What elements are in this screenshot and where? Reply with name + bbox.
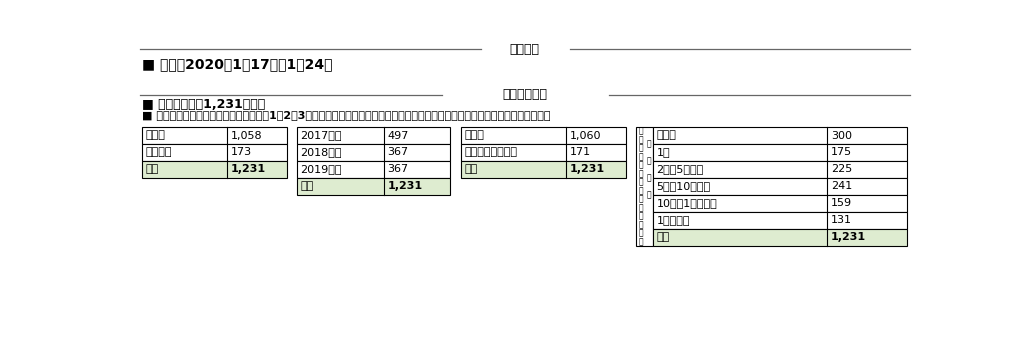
Bar <box>653 161 907 178</box>
Text: 175: 175 <box>830 148 852 157</box>
Bar <box>653 195 907 212</box>
Text: ー: ー <box>639 152 643 161</box>
Text: 1,231: 1,231 <box>231 164 266 174</box>
Text: 総計: 総計 <box>145 164 159 174</box>
Bar <box>461 161 627 178</box>
Text: 最: 最 <box>646 139 651 149</box>
Text: 2019年卒: 2019年卒 <box>300 164 342 174</box>
Text: し: し <box>639 211 643 220</box>
Text: 経: 経 <box>639 194 643 204</box>
Text: 131: 131 <box>830 215 852 225</box>
Text: 367: 367 <box>388 164 409 174</box>
Text: 2日～5日未満: 2日～5日未満 <box>656 164 703 174</box>
Bar <box>653 178 907 195</box>
Text: プ: プ <box>639 186 643 195</box>
Text: シ: シ <box>639 169 643 178</box>
Text: 1,060: 1,060 <box>569 131 601 140</box>
Bar <box>653 127 907 144</box>
Bar <box>297 178 450 195</box>
Text: 1,058: 1,058 <box>231 131 263 140</box>
Text: 会社員: 会社員 <box>464 131 484 140</box>
Text: 10日～1カ月未満: 10日～1カ月未満 <box>656 198 717 208</box>
Text: 1,231: 1,231 <box>830 232 866 242</box>
Text: 未経験: 未経験 <box>656 131 677 140</box>
Text: ■ 本調査条件：大学・大学院卒後、新卒1、2、3年目の会社員・公務員・団体職員（派遣・契約社員、パート・アルバイトを除く）: ■ 本調査条件：大学・大学院卒後、新卒1、2、3年目の会社員・公務員・団体職員（… <box>142 110 551 120</box>
Text: イ: イ <box>639 127 643 136</box>
Text: ン: ン <box>639 135 643 144</box>
Text: 大学院卒: 大学院卒 <box>145 148 172 157</box>
Text: 間: 間 <box>639 237 643 246</box>
Text: 公務員・団体社員: 公務員・団体社員 <box>464 148 517 157</box>
Bar <box>142 161 287 178</box>
Text: 総計: 総計 <box>464 164 477 174</box>
Bar <box>636 127 653 245</box>
Text: 大学卒: 大学卒 <box>145 131 165 140</box>
Bar <box>142 127 287 144</box>
Text: 1カ月以上: 1カ月以上 <box>656 215 690 225</box>
Bar <box>297 144 450 161</box>
Bar <box>653 212 907 229</box>
Text: 5日～10日未満: 5日～10日未満 <box>656 181 711 191</box>
Text: タ: タ <box>639 144 643 153</box>
Text: 241: 241 <box>830 181 852 191</box>
Text: 1,231: 1,231 <box>388 181 423 191</box>
Text: 173: 173 <box>231 148 252 157</box>
Bar <box>461 127 627 144</box>
Bar <box>142 144 287 161</box>
Text: た: た <box>639 220 643 229</box>
Text: く: く <box>646 190 651 199</box>
Text: 総計: 総計 <box>656 232 670 242</box>
Text: 期: 期 <box>639 228 643 237</box>
Text: 300: 300 <box>830 131 852 140</box>
Bar <box>653 144 907 161</box>
Bar <box>297 161 450 178</box>
Text: 調査期間: 調査期間 <box>510 43 540 56</box>
Text: 1日: 1日 <box>656 148 670 157</box>
Text: 2018年卒: 2018年卒 <box>300 148 342 157</box>
Text: 159: 159 <box>830 198 852 208</box>
Text: 367: 367 <box>388 148 409 157</box>
Text: 497: 497 <box>388 131 409 140</box>
Text: 171: 171 <box>569 148 591 157</box>
Bar <box>653 229 907 245</box>
Bar <box>461 144 627 161</box>
Text: 有効回答内訳: 有効回答内訳 <box>503 88 547 101</box>
Text: 総計: 総計 <box>300 181 313 191</box>
Text: 験: 験 <box>639 203 643 212</box>
Bar <box>297 127 450 144</box>
Text: ッ: ッ <box>639 177 643 187</box>
Text: ■ 有効回答数：1,231（人）: ■ 有効回答数：1,231（人） <box>142 98 265 111</box>
Text: 225: 225 <box>830 164 852 174</box>
Text: ン: ン <box>639 161 643 170</box>
Text: ■ 期間：2020年1月17日～1月24日: ■ 期間：2020年1月17日～1月24日 <box>142 57 333 71</box>
Text: 長: 長 <box>646 173 651 182</box>
Text: 1,231: 1,231 <box>569 164 605 174</box>
Text: 2017年卒: 2017年卒 <box>300 131 342 140</box>
Text: も: も <box>646 156 651 166</box>
